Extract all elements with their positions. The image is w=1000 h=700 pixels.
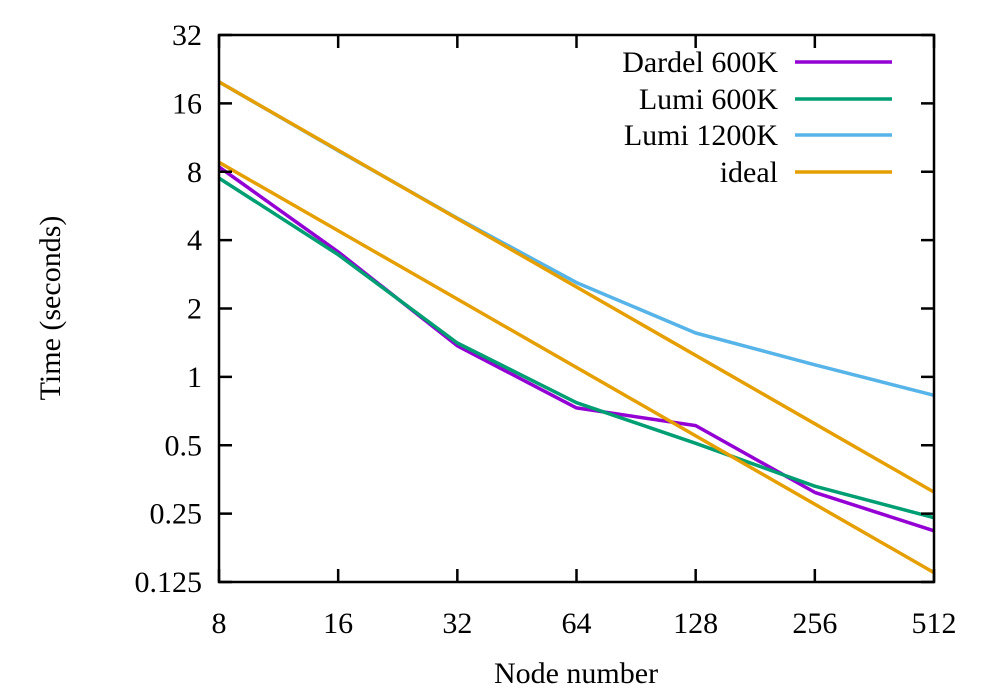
y-tick-label: 0.5 bbox=[165, 429, 203, 462]
x-tick-label: 16 bbox=[323, 607, 353, 640]
series-line-ideal-2 bbox=[218, 160, 935, 575]
series-line-lumi-600k bbox=[218, 176, 935, 520]
series-line-ideal-1 bbox=[218, 80, 935, 494]
y-tick-label: 0.125 bbox=[135, 566, 203, 599]
legend-label-lumi-600k: Lumi 600K bbox=[639, 83, 778, 116]
plot-border bbox=[217, 33, 936, 584]
y-axis-label: Time (seconds) bbox=[34, 216, 67, 401]
y-tick-label: 0.25 bbox=[150, 498, 203, 531]
y-tick-label: 1 bbox=[187, 361, 202, 394]
x-tick-label: 256 bbox=[792, 607, 837, 640]
y-tick-label: 2 bbox=[187, 293, 202, 326]
series-line-lumi-1200k bbox=[218, 80, 935, 397]
x-tick-label: 32 bbox=[442, 607, 472, 640]
x-axis-label: Node number bbox=[494, 657, 658, 690]
series-line-dardel-600k bbox=[217, 165, 935, 533]
legend-label-ideal: ideal bbox=[720, 156, 778, 189]
legend: Dardel 600K Lumi 600K Lumi 1200K ideal bbox=[622, 46, 892, 189]
axis-ticks bbox=[217, 33, 936, 584]
y-tick-label: 16 bbox=[172, 87, 202, 120]
legend-label-dardel-600k: Dardel 600K bbox=[622, 46, 778, 79]
legend-label-lumi-1200k: Lumi 1200K bbox=[624, 119, 778, 152]
y-tick-label: 8 bbox=[187, 156, 202, 189]
axis-tick-labels: 8 16 32 64 128 256 512 32 16 8 4 2 1 0.5 0.25 0.125 bbox=[135, 19, 957, 640]
x-tick-label: 8 bbox=[212, 607, 227, 640]
x-tick-label: 512 bbox=[912, 607, 957, 640]
x-tick-label: 128 bbox=[673, 607, 718, 640]
y-tick-label: 4 bbox=[187, 224, 202, 257]
series-lines bbox=[217, 80, 935, 575]
y-tick-label: 32 bbox=[172, 19, 202, 52]
x-tick-label: 64 bbox=[562, 607, 592, 640]
